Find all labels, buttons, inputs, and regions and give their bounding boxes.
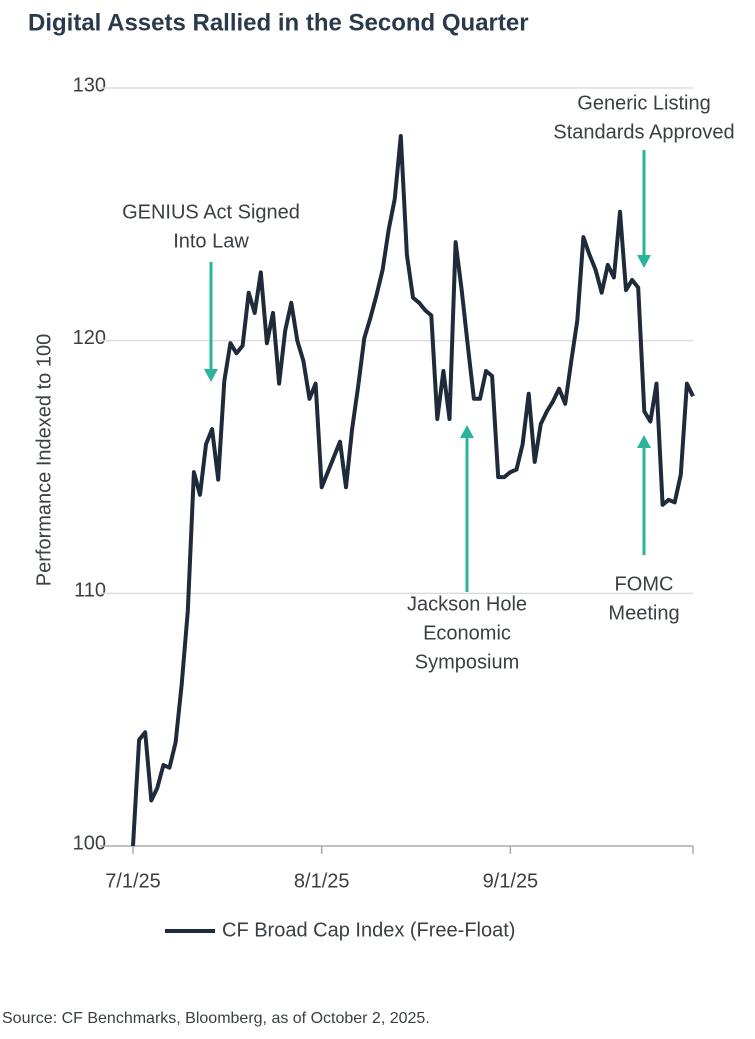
chart-title: Digital Assets Rallied in the Second Qua… bbox=[28, 9, 529, 36]
annotation-arrowhead bbox=[460, 425, 474, 438]
annotation-text: Jackson Hole bbox=[407, 593, 527, 615]
source-note: Source: CF Benchmarks, Bloomberg, as of … bbox=[2, 1010, 430, 1027]
annotation-text: Standards Approved bbox=[553, 121, 734, 143]
annotation-arrowhead bbox=[637, 435, 651, 448]
y-axis-label: Performance Indexed to 100 bbox=[33, 334, 55, 586]
legend-label: CF Broad Cap Index (Free-Float) bbox=[222, 919, 515, 941]
annotation-text: Into Law bbox=[173, 230, 249, 252]
y-tick-label: 120 bbox=[73, 327, 106, 349]
annotation-text: GENIUS Act Signed bbox=[122, 201, 300, 223]
annotation-text: FOMC bbox=[615, 573, 674, 595]
x-tick-label: 9/1/25 bbox=[483, 870, 539, 892]
annotation-arrowhead bbox=[204, 369, 218, 382]
y-tick-label: 130 bbox=[73, 74, 106, 96]
annotation-text: Economic bbox=[423, 622, 511, 644]
x-tick-label: 7/1/25 bbox=[105, 870, 161, 892]
y-tick-label: 100 bbox=[73, 832, 106, 854]
x-tick-label: 8/1/25 bbox=[294, 870, 350, 892]
annotation-text: Symposium bbox=[415, 651, 519, 673]
y-tick-label: 110 bbox=[74, 580, 106, 602]
series-line bbox=[131, 134, 695, 847]
annotation-text: Meeting bbox=[608, 602, 679, 624]
annotation-arrowhead bbox=[637, 255, 651, 268]
annotation-text: Generic Listing bbox=[577, 92, 710, 114]
